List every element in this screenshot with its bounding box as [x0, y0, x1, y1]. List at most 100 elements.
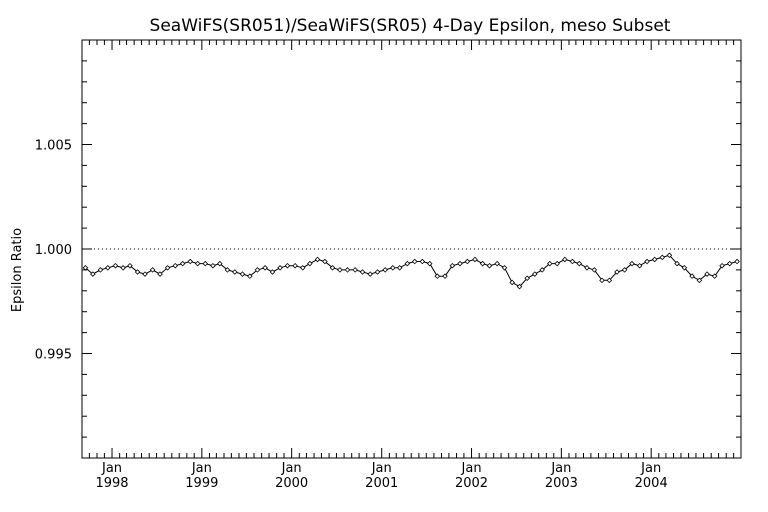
data-point [105, 265, 111, 271]
x-tick-month-label: Jan [101, 461, 122, 476]
data-point [644, 258, 650, 265]
data-point [382, 267, 388, 273]
data-point [404, 260, 411, 267]
data-point [689, 273, 695, 279]
x-tick-year-label: 2001 [365, 476, 398, 491]
data-point [479, 260, 486, 267]
data-point [629, 260, 635, 267]
data-point [681, 265, 688, 271]
data-point [262, 265, 268, 271]
x-tick-year-label: 1998 [95, 476, 128, 491]
data-point [292, 262, 298, 269]
data-point [127, 262, 133, 269]
data-point [539, 267, 545, 273]
data-point [442, 273, 448, 279]
data-point [82, 265, 89, 271]
x-tick-year-label: 2002 [455, 476, 488, 491]
data-point [299, 265, 306, 271]
data-point [269, 269, 276, 275]
data-point [509, 279, 515, 286]
data-point [569, 258, 576, 265]
data-point [337, 267, 343, 273]
data-point [411, 258, 418, 265]
series-group [82, 252, 740, 290]
x-tick-month-label: Jan [371, 461, 392, 476]
y-tick-label: 1.005 [35, 139, 72, 154]
data-point [352, 267, 358, 273]
x-axis-ticks: Jan1998Jan1999Jan2000Jan2001Jan2002Jan20… [88, 40, 735, 491]
data-point [172, 262, 179, 269]
data-point [532, 271, 538, 277]
data-point [486, 262, 493, 269]
data-point [494, 260, 500, 267]
data-point [457, 260, 463, 267]
x-tick-month-label: Jan [640, 461, 661, 476]
data-point [584, 265, 590, 271]
data-point [194, 260, 201, 267]
data-point [329, 265, 336, 271]
data-point [449, 262, 456, 269]
data-point [284, 262, 291, 269]
data-point [659, 254, 666, 261]
data-point [501, 265, 508, 271]
data-point [374, 269, 381, 275]
data-point [217, 260, 223, 267]
data-point [142, 271, 148, 277]
data-point [472, 256, 478, 263]
data-point [112, 262, 119, 269]
x-tick-month-label: Jan [461, 461, 482, 476]
data-point [434, 273, 441, 279]
data-point [674, 260, 680, 267]
data-point [426, 260, 433, 267]
x-tick-year-label: 2003 [545, 476, 578, 491]
data-point [307, 260, 313, 267]
x-tick-year-label: 1999 [185, 476, 218, 491]
data-point [547, 260, 553, 267]
data-point [396, 265, 403, 271]
data-point [187, 258, 194, 265]
data-point [277, 265, 283, 271]
data-point [90, 271, 96, 277]
data-point [516, 283, 523, 290]
data-point [606, 277, 613, 284]
data-point [224, 267, 231, 273]
data-point [359, 269, 366, 275]
data-point [734, 258, 740, 265]
data-point [614, 269, 620, 275]
data-point [562, 256, 568, 263]
data-point [636, 262, 643, 269]
data-point [157, 271, 163, 277]
data-point [247, 273, 253, 279]
chart-title: SeaWiFS(SR051)/SeaWiFS(SR05) 4-Day Epsil… [150, 16, 671, 36]
data-point [726, 260, 733, 267]
data-point [134, 269, 141, 275]
data-point [696, 277, 703, 284]
data-point [202, 260, 209, 267]
x-tick-month-label: Jan [281, 461, 302, 476]
x-tick-year-label: 2004 [635, 476, 668, 491]
y-axis-ticks: 0.995 1.000 1.005 [35, 39, 741, 459]
series-line [85, 254, 738, 288]
data-point [704, 271, 710, 277]
data-point [419, 258, 426, 265]
data-point [719, 262, 725, 269]
data-point [599, 277, 605, 284]
x-tick-month-label: Jan [191, 461, 212, 476]
x-tick-year-label: 2000 [275, 476, 308, 491]
data-point [179, 260, 186, 267]
y-tick-label: 0.995 [35, 348, 72, 363]
data-point [711, 273, 718, 279]
data-point [554, 260, 560, 267]
data-point [621, 267, 628, 273]
data-point [367, 271, 373, 277]
data-point [390, 265, 396, 271]
data-point [120, 265, 126, 271]
data-point [314, 256, 321, 263]
y-tick-label: 1.000 [35, 243, 72, 258]
data-point [97, 267, 104, 273]
x-tick-month-label: Jan [550, 461, 571, 476]
data-point [149, 267, 156, 273]
data-point [524, 275, 530, 282]
data-point [254, 267, 261, 273]
